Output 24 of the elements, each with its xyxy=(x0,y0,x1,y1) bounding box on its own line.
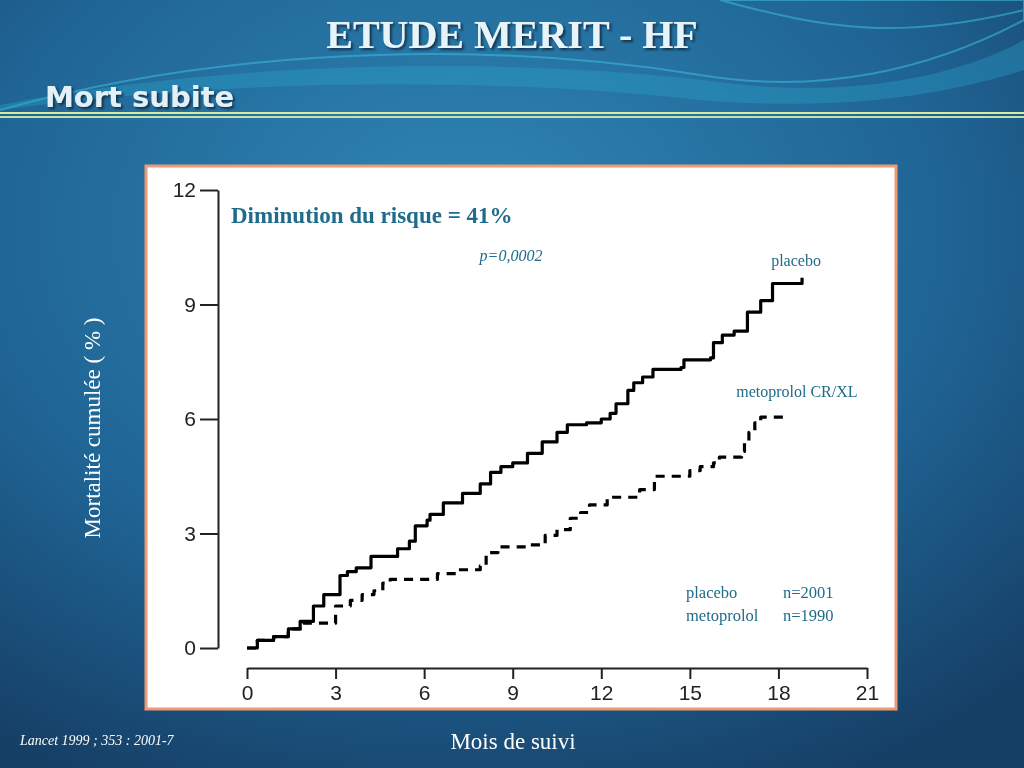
annotation: p=0,0002 xyxy=(478,247,543,265)
series-label: metoprolol CR/XL xyxy=(736,383,858,402)
x-tick-label: 6 xyxy=(418,680,431,704)
x-tick-label: 0 xyxy=(241,680,254,704)
text: placebo n=2001 xyxy=(686,583,834,602)
x-axis-title: Mois de suivi xyxy=(450,729,576,754)
y-tick-label: 12 xyxy=(172,178,196,202)
y-tick-label: 6 xyxy=(184,407,196,431)
y-tick-label: 0 xyxy=(184,636,196,660)
text: metoprolol n=1990 xyxy=(686,606,834,625)
x-tick-label: 15 xyxy=(678,680,703,704)
annotation: Diminution du risque = 41% xyxy=(231,203,513,228)
x-tick-label: 9 xyxy=(507,680,520,704)
y-tick-label: 9 xyxy=(184,292,196,316)
x-tick-label: 21 xyxy=(855,680,880,704)
y-tick-label: 3 xyxy=(184,521,196,545)
chart-title: ETUDE MERIT - HF xyxy=(326,12,698,57)
chart-subtitle: Mort subite xyxy=(45,80,235,114)
y-axis-title: Mortalité cumulée ( % ) xyxy=(80,317,105,539)
x-tick-label: 18 xyxy=(767,680,791,704)
series-label: placebo xyxy=(771,251,821,270)
x-tick-label: 3 xyxy=(330,680,342,704)
text: Lancet 1999 ; 353 : 2001-7 xyxy=(19,733,175,748)
x-tick-label: 12 xyxy=(590,680,614,704)
